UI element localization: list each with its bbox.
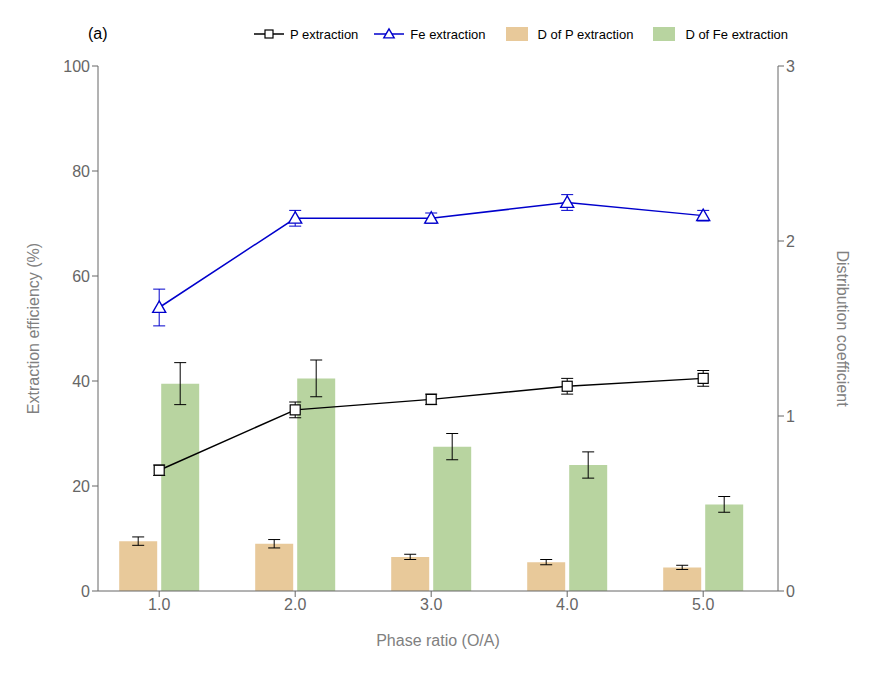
svg-text:20: 20: [72, 478, 90, 495]
html-text:D of Fe extraction: D of Fe extraction: [685, 26, 788, 42]
html-text:D of P extraction: D of P extraction: [537, 26, 634, 42]
svg-text:40: 40: [72, 373, 90, 390]
svg-text:60: 60: [72, 268, 90, 285]
svg-text:3.0: 3.0: [420, 596, 442, 613]
svg-text:Distribution coefficient: Distribution coefficient: [834, 250, 851, 407]
svg-text:2: 2: [786, 233, 795, 250]
svg-text:3: 3: [786, 58, 795, 75]
html-text:Fe extraction: Fe extraction: [410, 26, 486, 42]
svg-text:Extraction efficiency (%): Extraction efficiency (%): [25, 243, 42, 414]
svg-text:1: 1: [786, 408, 795, 425]
svg-text:100: 100: [63, 58, 90, 75]
svg-text:2.0: 2.0: [284, 596, 306, 613]
html-text:P extraction: P extraction: [289, 26, 359, 42]
svg-text:1.0: 1.0: [148, 596, 170, 613]
html-text:(a): (a): [88, 25, 108, 42]
svg-text:0: 0: [786, 583, 795, 600]
svg-text:5.0: 5.0: [692, 596, 714, 613]
svg-text:Phase ratio (O/A): Phase ratio (O/A): [376, 632, 500, 649]
svg-text:0: 0: [81, 583, 90, 600]
svg-text:80: 80: [72, 163, 90, 180]
svg-text:4.0: 4.0: [556, 596, 578, 613]
